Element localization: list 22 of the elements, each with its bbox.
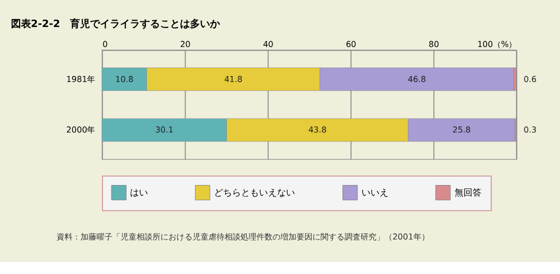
x-tick-label: 60: [346, 38, 356, 49]
data-label: 10.8: [115, 74, 134, 84]
x-tick-label: 0: [102, 38, 108, 49]
x-tick-label: 80: [428, 38, 440, 49]
data-label: 25.8: [452, 124, 471, 135]
text: 資料：加藤曜子「児童相談所における児童虐待相談処理件数の増加要因に関する調査研究」（2001年）: [56, 231, 430, 242]
data-label: 41.8: [224, 74, 242, 84]
chart-title: 図表2-2-2 育児でイライラすることは多いか: [10, 18, 222, 30]
x-tick-label: 40: [262, 38, 274, 49]
y-tick-label: 2000年: [66, 124, 96, 135]
data-label: 0.3: [524, 124, 537, 135]
legend-label: はい: [130, 188, 148, 198]
legend-label: いいえ: [361, 188, 388, 198]
data-label: 0.6: [524, 74, 537, 84]
legend-label: 無回答: [454, 187, 482, 198]
data-label: 43.8: [308, 124, 327, 135]
x-tick-label: 20: [180, 38, 191, 49]
legend-label: どちらともいえない: [214, 188, 295, 198]
x-tick-label: 100（%）: [477, 38, 517, 49]
data-label: 30.1: [155, 124, 174, 135]
data-label: 46.8: [408, 74, 426, 84]
y-tick-label: 1981年: [66, 74, 96, 84]
